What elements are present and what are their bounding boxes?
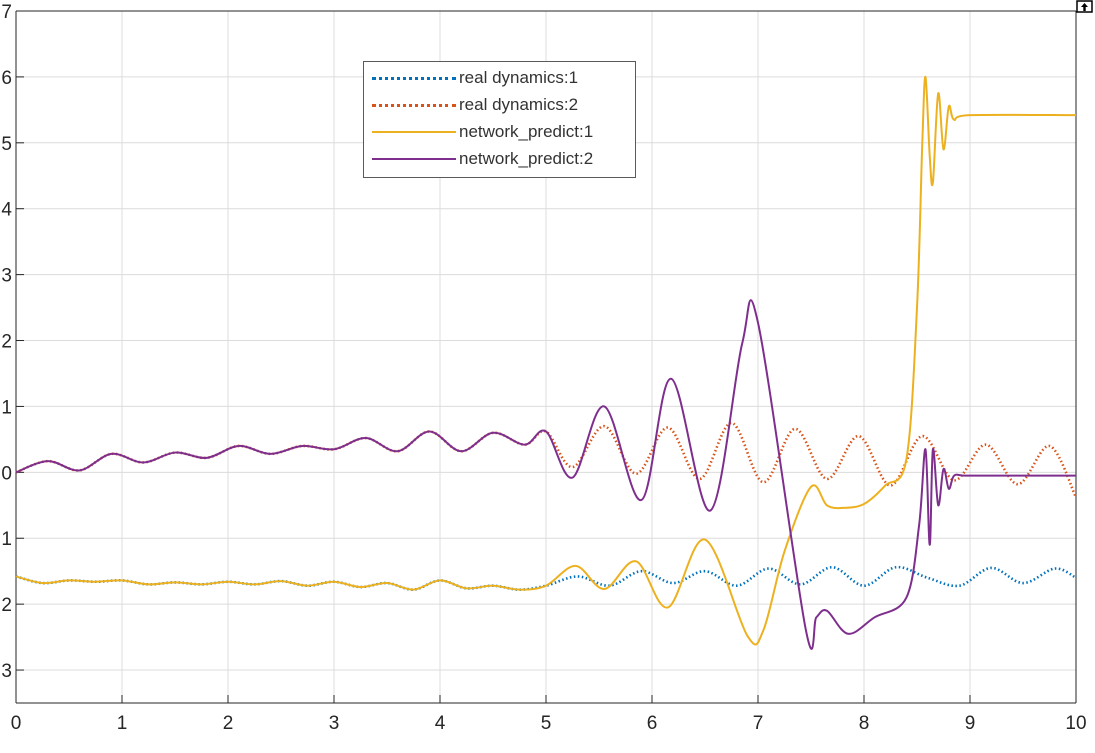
legend-item-real-dynamics-1[interactable]: real dynamics:1 [370,67,632,89]
legend-label: real dynamics:2 [459,95,579,114]
legend: real dynamics:1 real dynamics:2 network_… [363,61,636,178]
x-tick-label: 7 [753,713,764,734]
export-icon[interactable] [1076,0,1093,13]
x-tick-label: 3 [329,713,340,734]
x-tick-label: 4 [435,713,446,734]
x-tick-label: 8 [859,713,870,734]
legend-label: network_predict:2 [459,149,594,168]
legend-swatch-real-dynamics-2 [372,104,456,107]
y-tick-label: 7 [1,2,12,23]
legend-swatch-network-predict-2 [372,158,456,160]
legend-label: real dynamics:1 [459,68,579,87]
y-tick-label: 2 [1,595,12,616]
x-tick-label: 0 [11,713,22,734]
y-tick-label: 1 [1,529,12,550]
x-tick-label: 5 [541,713,552,734]
series-line-network-predict-1 [15,75,1077,646]
legend-label: network_predict:1 [459,122,594,141]
legend-swatch-network-predict-1 [372,131,456,133]
legend-item-network-predict-1[interactable]: network_predict:1 [370,121,632,143]
x-tick-label: 9 [965,713,976,734]
x-tick-label: 10 [1065,713,1086,734]
legend-swatch-real-dynamics-1 [372,77,456,80]
series-line-network-predict-2 [15,299,1076,650]
legend-item-network-predict-2[interactable]: network_predict:2 [370,148,632,170]
y-tick-label: 5 [1,134,12,155]
y-tick-label: 4 [1,200,12,221]
y-tick-label: 6 [1,68,12,89]
y-tick-label: 2 [1,332,12,353]
y-tick-label: 0 [1,463,12,484]
y-tick-label: 3 [1,266,12,287]
x-tick-label: 1 [117,713,128,734]
legend-item-real-dynamics-2[interactable]: real dynamics:2 [370,94,632,116]
x-tick-label: 2 [223,713,234,734]
x-tick-label: 6 [647,713,658,734]
y-tick-label: 1 [1,397,12,418]
y-tick-label: 3 [1,661,12,682]
